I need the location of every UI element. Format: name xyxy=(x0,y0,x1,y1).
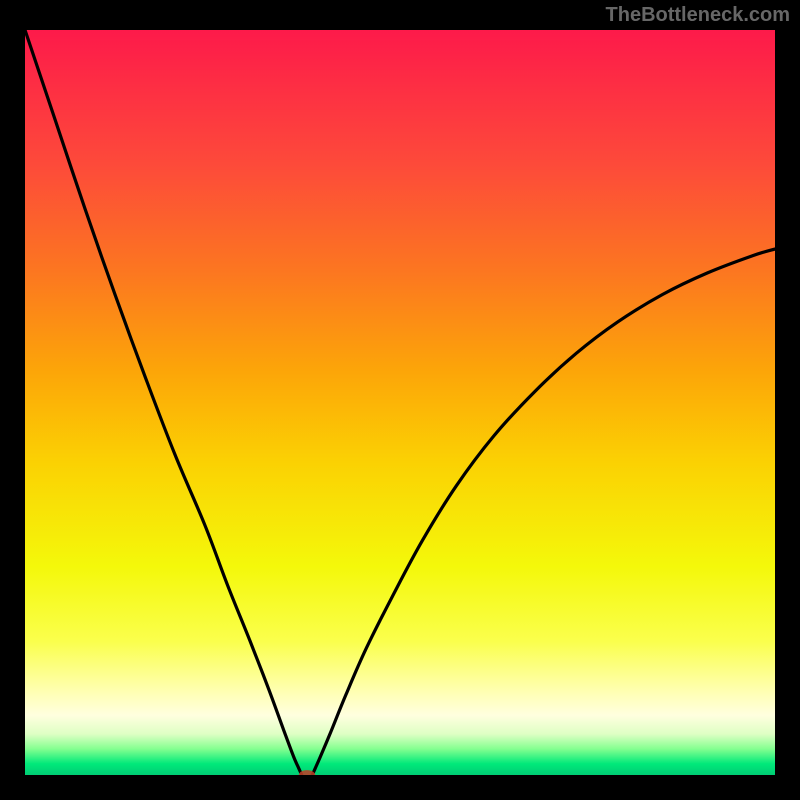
chart-frame: TheBottleneck.com xyxy=(0,0,800,800)
watermark-text: TheBottleneck.com xyxy=(606,4,790,27)
gradient-background xyxy=(25,30,775,775)
plot-area xyxy=(25,30,775,775)
